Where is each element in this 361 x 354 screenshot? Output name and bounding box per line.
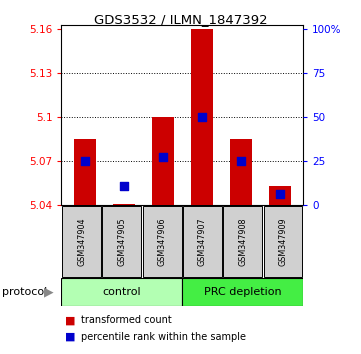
Bar [143,206,182,277]
Text: GSM347905: GSM347905 [117,217,126,266]
Text: ■: ■ [65,315,75,325]
Point [199,114,205,120]
Bar [113,204,135,205]
Bar [152,117,174,205]
Text: GSM347909: GSM347909 [279,217,288,266]
Text: GDS3532 / ILMN_1847392: GDS3532 / ILMN_1847392 [94,13,267,26]
Text: GSM347908: GSM347908 [238,217,247,266]
Bar [230,139,252,205]
Text: protocol: protocol [2,287,47,297]
Bar [264,206,303,277]
Bar [74,139,96,205]
Text: control: control [103,287,141,297]
Text: GSM347906: GSM347906 [158,217,167,266]
Point [238,159,244,164]
Bar [103,206,141,277]
Bar [62,206,101,277]
Text: transformed count: transformed count [81,315,172,325]
Text: percentile rank within the sample: percentile rank within the sample [81,332,246,342]
Text: GSM347904: GSM347904 [77,217,86,266]
Point [121,183,127,189]
Bar [223,206,262,277]
Text: ▶: ▶ [44,286,53,298]
Bar [61,278,182,306]
Bar [191,29,213,205]
Point [160,154,166,160]
Bar [269,186,291,205]
Point [277,191,283,196]
Point [82,159,88,164]
Bar [182,278,303,306]
Bar [183,206,222,277]
Text: ■: ■ [65,332,75,342]
Text: GSM347907: GSM347907 [198,217,207,266]
Text: PRC depletion: PRC depletion [204,287,282,297]
